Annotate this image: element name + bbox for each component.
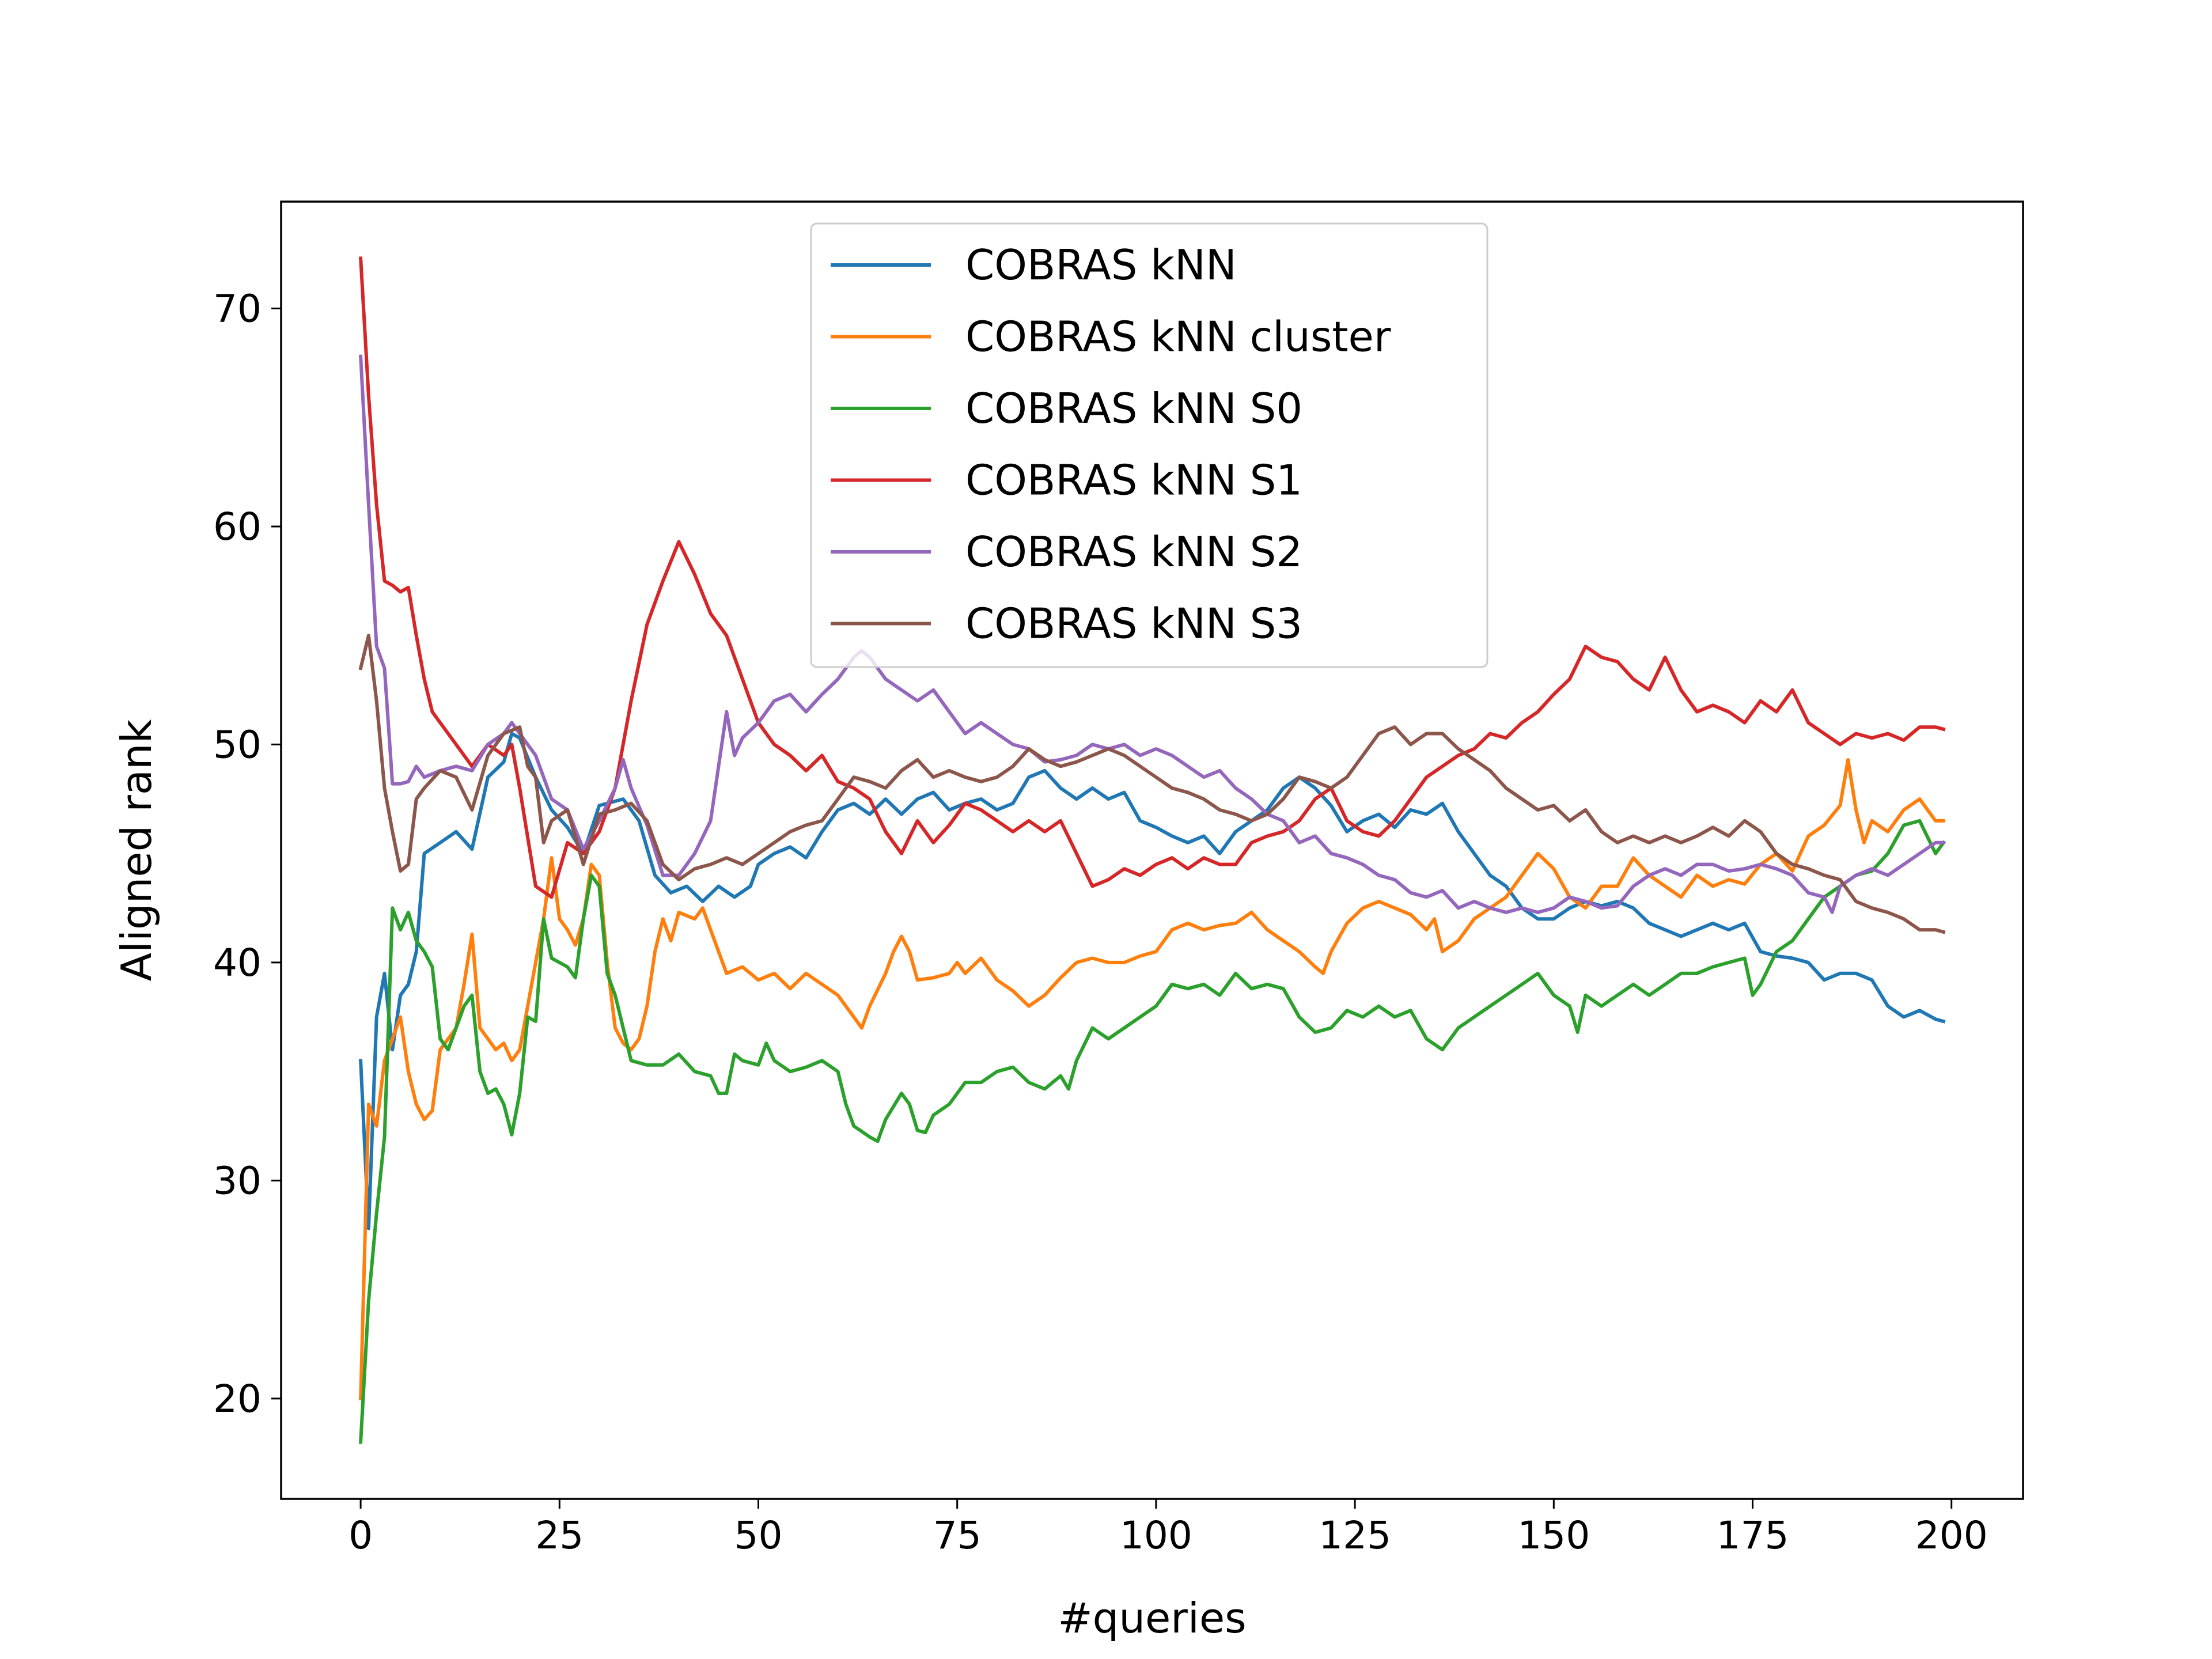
y-tick-label: 30: [213, 1158, 262, 1203]
y-tick-label: 70: [213, 286, 262, 331]
legend-box: [810, 222, 1488, 668]
x-tick-label: 200: [1915, 1513, 1988, 1558]
x-tick-label: 75: [933, 1513, 982, 1558]
axes-frame: [280, 200, 2024, 1500]
legend-label-4: COBRAS kNN S2: [965, 528, 1302, 576]
legend-label-1: COBRAS kNN cluster: [965, 313, 1391, 361]
y-tick-label: 60: [213, 505, 262, 549]
x-tick-label: 25: [535, 1513, 584, 1558]
plot-area: [358, 256, 1946, 1444]
legend-label-5: COBRAS kNN S3: [965, 600, 1302, 648]
y-axis-label: Aligned rank: [112, 719, 161, 981]
y-tick-label: 40: [213, 941, 262, 985]
legend-label-0: COBRAS kNN: [965, 241, 1237, 289]
axes: 0 25 50 75 100 125 150 175 200 20 30 40 50 60 70 #queri…: [112, 200, 2024, 1642]
x-tick-label: 50: [734, 1513, 783, 1558]
series-line-2: [358, 819, 1946, 1444]
series-line-3: [358, 256, 1946, 899]
x-tick-label: 100: [1120, 1513, 1192, 1558]
legend-label-3: COBRAS kNN S1: [965, 456, 1302, 505]
x-axis-label: #queries: [1058, 1594, 1246, 1642]
y-tick-label: 20: [213, 1377, 262, 1421]
legend: COBRAS kNN COBRAS kNN cluster COBRAS kNN S…: [810, 222, 1488, 668]
x-tick-label: 175: [1717, 1513, 1789, 1558]
x-tick-label: 0: [349, 1513, 373, 1558]
x-tick-label: 150: [1517, 1513, 1590, 1558]
series-line-5: [358, 634, 1946, 934]
x-tick-label: 125: [1319, 1513, 1391, 1558]
series-line-0: [358, 732, 1946, 1230]
y-tick-label: 50: [213, 722, 262, 767]
legend-label-2: COBRAS kNN S0: [965, 384, 1302, 433]
